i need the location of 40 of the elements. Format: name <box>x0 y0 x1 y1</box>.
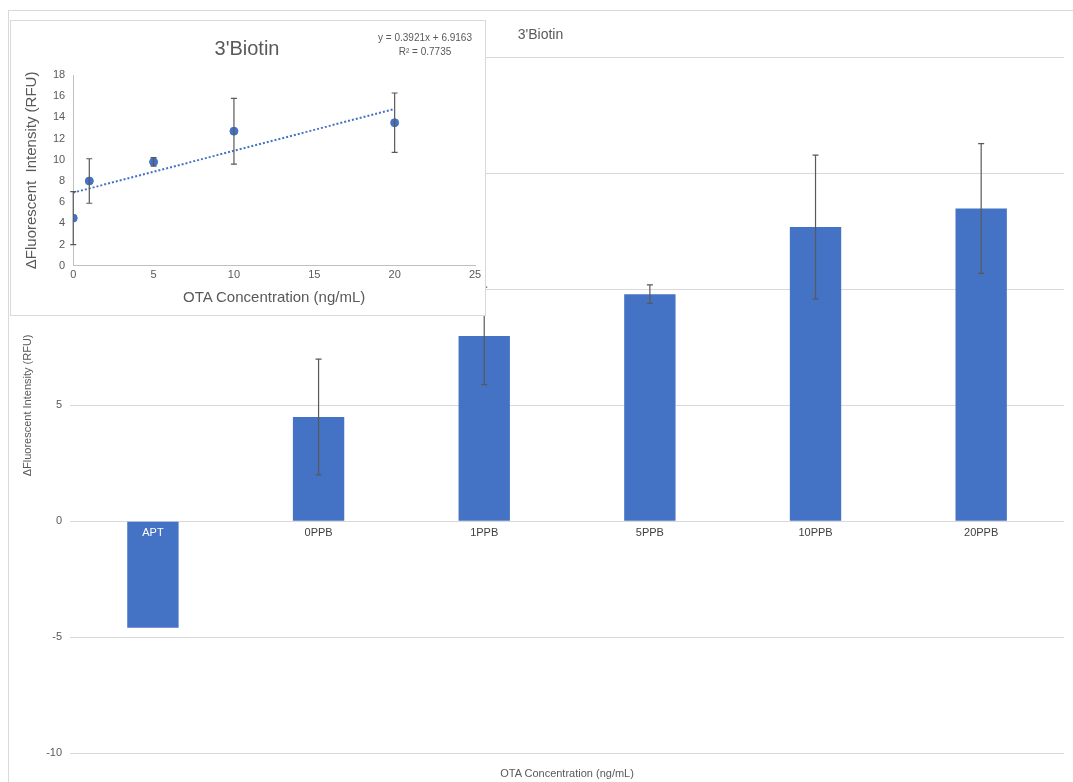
y-tick-label: 18 <box>52 68 66 81</box>
text: y = 0.3921x + 6.9163 <box>378 31 473 43</box>
y-tick-label: 4 <box>59 216 66 229</box>
y-tick-label: 2 <box>59 237 66 250</box>
x-tick-label: 1PPB <box>470 525 499 538</box>
y-tick-label: 12 <box>52 131 66 144</box>
bar <box>127 521 179 628</box>
y-tick-label: -10 <box>46 746 63 759</box>
x-tick-label: 20PPB <box>964 525 999 538</box>
x-tick-label: 5 <box>150 268 157 281</box>
y-tick-label: 8 <box>59 174 66 187</box>
bar <box>955 208 1007 521</box>
bar <box>789 226 842 521</box>
chart-title: 3'Biotin <box>517 26 564 43</box>
y-tick-label: 14 <box>52 110 66 123</box>
x-tick-label: 10PPB <box>798 525 833 538</box>
y-tick-label: 5 <box>55 398 63 411</box>
y-tick-label: 10 <box>52 152 66 165</box>
y-axis-title: ΔFluorescent Intensity (RFU) <box>22 71 40 270</box>
x-tick-label: 15 <box>308 268 321 281</box>
bar <box>624 294 676 521</box>
x-tick-label: 0PPB <box>304 525 333 538</box>
y-tick-label: 6 <box>59 195 66 208</box>
x-tick-label: 20 <box>388 268 401 281</box>
x-tick-label: APT <box>142 525 164 538</box>
x-tick-label: 25 <box>468 268 482 281</box>
chart-title: 3'Biotin <box>214 36 280 59</box>
y-axis-title: ΔFluorescent Intensity (RFU) <box>20 334 33 477</box>
bar <box>458 335 510 521</box>
x-axis-title: OTA Concentration (ng/mL) <box>182 288 366 306</box>
y-tick-label: 16 <box>52 89 66 102</box>
y-tick-label: -5 <box>52 630 63 643</box>
y-tick-label: 0 <box>55 514 63 527</box>
text: R² = 0.7735 <box>398 45 452 57</box>
bar <box>292 416 345 521</box>
x-tick-label: 5PPB <box>635 525 664 538</box>
y-tick-label: 0 <box>59 258 66 271</box>
x-tick-label: 0 <box>70 268 77 281</box>
x-tick-label: 10 <box>227 268 241 281</box>
x-axis-title: OTA Concentration (ng/mL) <box>500 766 634 779</box>
